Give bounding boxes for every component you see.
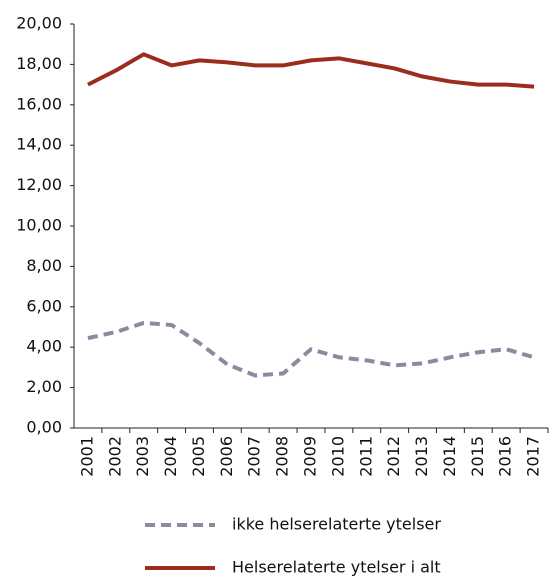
y-tick-label: 8,00 [26, 256, 62, 275]
x-tick-label: 2005 [189, 436, 208, 477]
x-tick-label: 2010 [328, 436, 347, 477]
x-tick-label: 2013 [412, 436, 431, 477]
y-tick-label: 10,00 [16, 216, 62, 235]
x-tick-label: 2009 [301, 436, 320, 477]
x-tick-label: 2006 [217, 436, 236, 477]
y-tick-label: 4,00 [26, 337, 62, 356]
series-line [87, 320, 535, 378]
x-tick-label: 2008 [273, 436, 292, 477]
y-tick-label: 0,00 [26, 418, 62, 437]
y-tick-label: 18,00 [16, 54, 62, 73]
x-tick-label: 2016 [496, 436, 515, 477]
x-tick-label: 2004 [161, 436, 180, 477]
x-tick-label: 2015 [468, 436, 487, 477]
series-line [87, 52, 535, 89]
y-tick-label: 6,00 [26, 296, 62, 315]
legend-label: ikke helserelaterte ytelser [232, 515, 441, 534]
x-tick-label: 2012 [384, 436, 403, 477]
legend-label: Helserelaterte ytelser i alt [232, 558, 441, 576]
y-tick-label: 20,00 [16, 14, 62, 33]
y-tick-label: 2,00 [26, 377, 62, 396]
y-tick-label: 16,00 [16, 94, 62, 113]
y-tick-label: 14,00 [16, 135, 62, 154]
x-tick-label: 2002 [105, 436, 124, 477]
x-tick-label: 2011 [356, 436, 375, 477]
x-tick-label: 2014 [440, 436, 459, 477]
y-tick-label: 12,00 [16, 175, 62, 194]
x-tick-label: 2017 [524, 436, 543, 477]
x-tick-label: 2003 [133, 436, 152, 477]
x-tick-label: 2001 [77, 436, 96, 477]
x-tick-label: 2007 [245, 436, 264, 477]
